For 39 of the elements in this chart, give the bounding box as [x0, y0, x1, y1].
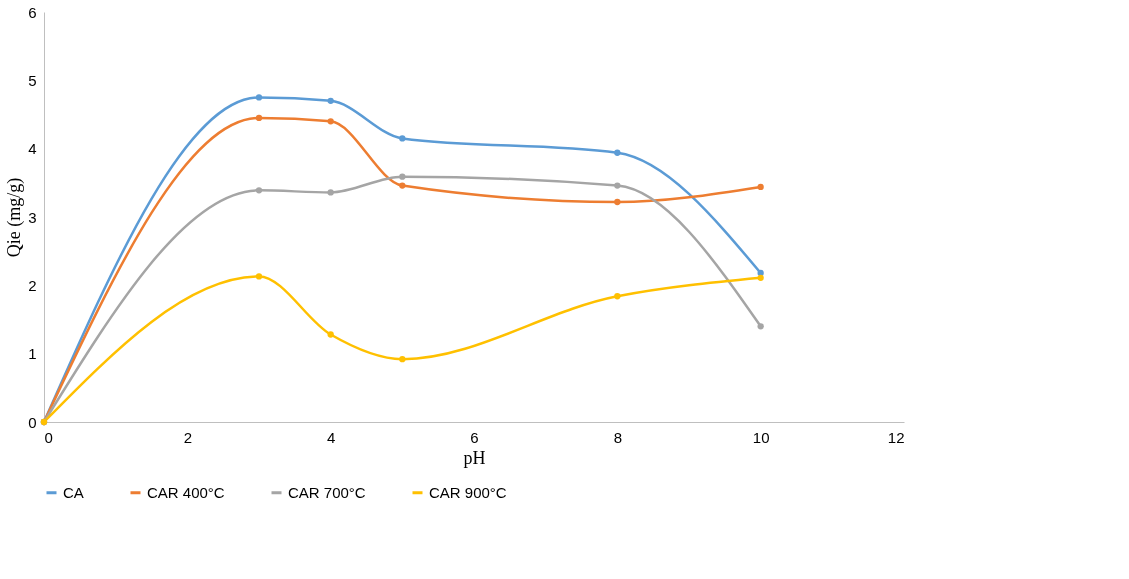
y-tick-label: 6 — [28, 3, 37, 21]
point — [399, 173, 406, 180]
y-tick-label: 5 — [28, 71, 37, 89]
point — [614, 293, 621, 300]
y-tick-label: 0 — [28, 413, 37, 431]
x-axis-title: pH — [463, 447, 486, 468]
x-tick-label: 6 — [470, 428, 479, 446]
point — [255, 273, 263, 280]
point — [614, 149, 621, 156]
x-tick-label: 2 — [183, 428, 193, 446]
point — [327, 118, 334, 125]
point — [399, 182, 406, 189]
x-tick-label: 10 — [752, 428, 770, 446]
point — [399, 355, 406, 363]
point — [757, 274, 764, 281]
point — [757, 183, 764, 191]
legend-label: CA — [63, 483, 84, 501]
point — [327, 189, 334, 196]
legend-label: CAR 700°C — [288, 483, 366, 501]
y-axis-title: Qie (mg/g) — [4, 177, 26, 258]
y-tick-label: 2 — [28, 276, 37, 294]
legend-label: CAR 900°C — [429, 483, 507, 501]
y-tick-label: 4 — [28, 140, 37, 158]
y-tick-label: 3 — [28, 208, 37, 226]
point — [614, 198, 621, 206]
point — [327, 97, 334, 104]
x-tick-label: 0 — [44, 428, 53, 446]
x-tick-label: 8 — [613, 428, 623, 446]
point — [255, 114, 263, 122]
legend-label: CAR 400°C — [147, 483, 225, 501]
point — [757, 323, 764, 330]
y-tick-label: 1 — [28, 345, 37, 363]
point — [614, 182, 621, 189]
point — [255, 94, 263, 101]
point — [399, 135, 406, 142]
x-tick-label: 12 — [887, 428, 905, 446]
point — [255, 187, 263, 194]
point — [327, 331, 334, 338]
x-tick-label: 4 — [326, 428, 336, 446]
